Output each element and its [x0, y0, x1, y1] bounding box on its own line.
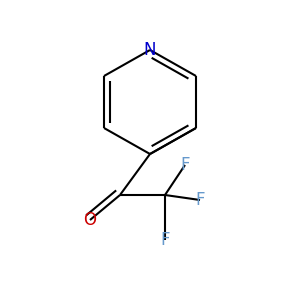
- Text: N: N: [144, 41, 156, 59]
- Text: F: F: [180, 156, 190, 174]
- Text: F: F: [160, 231, 170, 249]
- Text: O: O: [83, 211, 97, 229]
- Text: F: F: [195, 191, 205, 209]
